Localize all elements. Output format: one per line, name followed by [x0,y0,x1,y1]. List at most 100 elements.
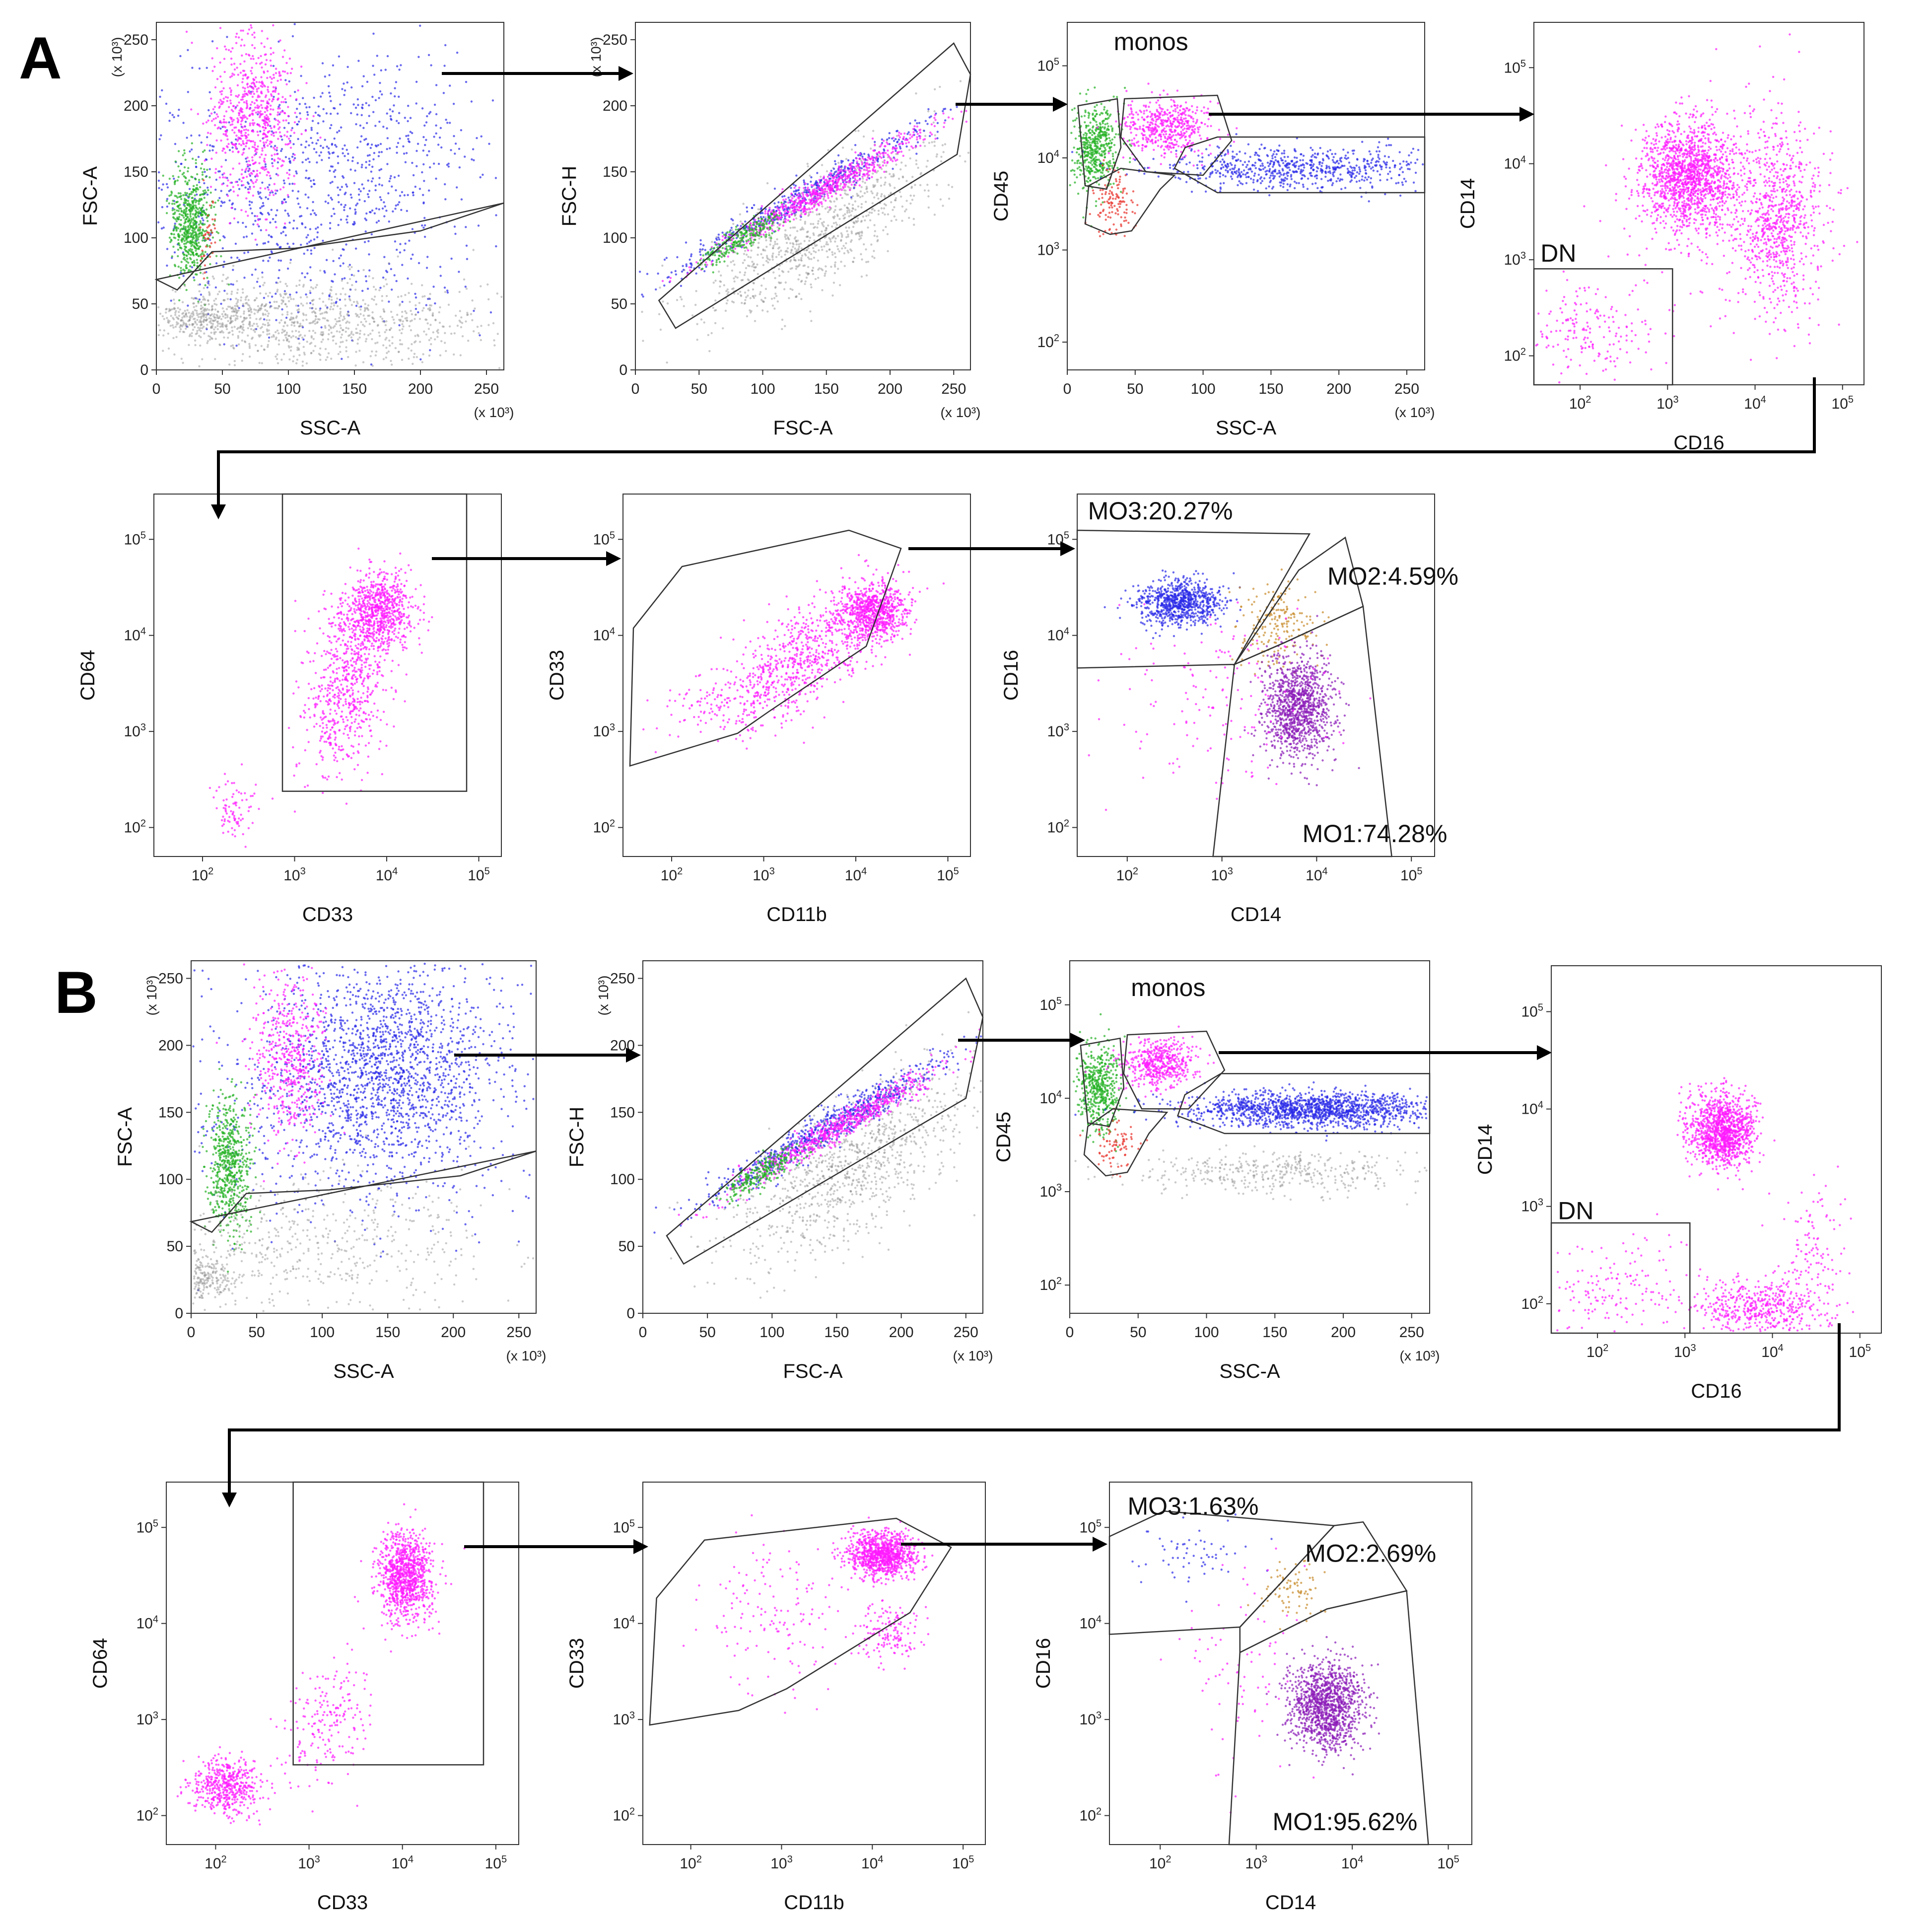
data-point [230,307,233,309]
data-point [276,111,279,114]
data-point [243,70,246,72]
data-point [253,146,256,149]
data-point [423,124,426,127]
data-point [800,257,803,259]
data-point [229,102,232,105]
data-point [175,336,178,338]
data-point [367,309,370,311]
data-point [279,295,282,297]
data-point [856,193,858,195]
data-point [231,150,234,153]
data-point [261,147,264,149]
data-point [374,184,377,187]
data-point [322,300,325,303]
data-point [417,335,419,337]
data-point [356,342,359,345]
data-point [326,319,328,322]
data-point [263,129,266,132]
data-point [382,126,385,128]
data-point [299,296,302,299]
data-point [897,139,900,141]
data-point [162,334,165,337]
data-point [214,117,217,120]
data-point [811,269,814,272]
data-point [220,165,223,168]
data-point [364,217,366,220]
data-point [342,262,345,265]
data-point [180,319,182,322]
data-point [184,259,187,261]
data-point [847,235,849,238]
data-point [202,204,205,207]
data-point [180,261,183,263]
data-point [239,71,242,74]
data-point [259,110,262,113]
data-point [304,193,307,196]
data-point [907,141,910,143]
data-point [834,205,837,208]
data-point [360,321,362,323]
data-point [317,318,320,320]
data-point [195,297,197,299]
data-point [737,292,740,295]
data-point [224,176,227,179]
data-point [159,95,161,98]
data-point [181,238,184,241]
data-point [767,222,770,225]
data-point [211,149,214,151]
data-point [176,217,179,220]
data-point [254,161,257,164]
data-point [292,242,295,245]
data-point [848,189,851,191]
data-point [772,252,774,255]
data-point [199,194,202,196]
data-point [267,241,270,243]
data-point [240,120,243,123]
data-point [721,231,724,234]
data-point [214,241,216,244]
data-point [682,265,684,267]
data-point [232,186,234,188]
data-point [249,207,252,210]
data-point [237,327,240,329]
data-point [430,304,433,307]
data-point [263,46,266,48]
data-point [170,315,172,317]
data-point [467,340,470,342]
data-point [177,165,180,168]
data-point [180,267,182,269]
data-point [178,223,181,225]
data-point [203,182,206,185]
data-point [181,312,184,315]
data-point [374,295,376,298]
data-point [890,175,893,178]
data-point [277,107,279,110]
data-point [355,204,357,207]
data-point [771,229,774,232]
data-point [284,143,287,145]
data-point [190,250,193,253]
data-point [278,131,281,134]
data-point [276,290,278,293]
data-point [168,308,171,310]
data-point [379,90,382,93]
data-point [339,351,342,353]
data-point [783,288,786,290]
data-point [872,130,875,132]
data-point [731,269,734,272]
data-point [922,141,925,143]
data-point [167,319,170,322]
data-point [350,196,353,199]
data-point [183,175,185,178]
data-point [311,142,314,144]
data-point [841,197,843,199]
data-point [274,144,276,147]
data-point [857,231,860,234]
data-point [175,195,178,198]
data-point [209,186,212,188]
data-point [471,319,474,322]
data-point [253,83,256,86]
data-point [330,100,332,102]
data-point [240,130,243,133]
data-point [287,122,290,125]
